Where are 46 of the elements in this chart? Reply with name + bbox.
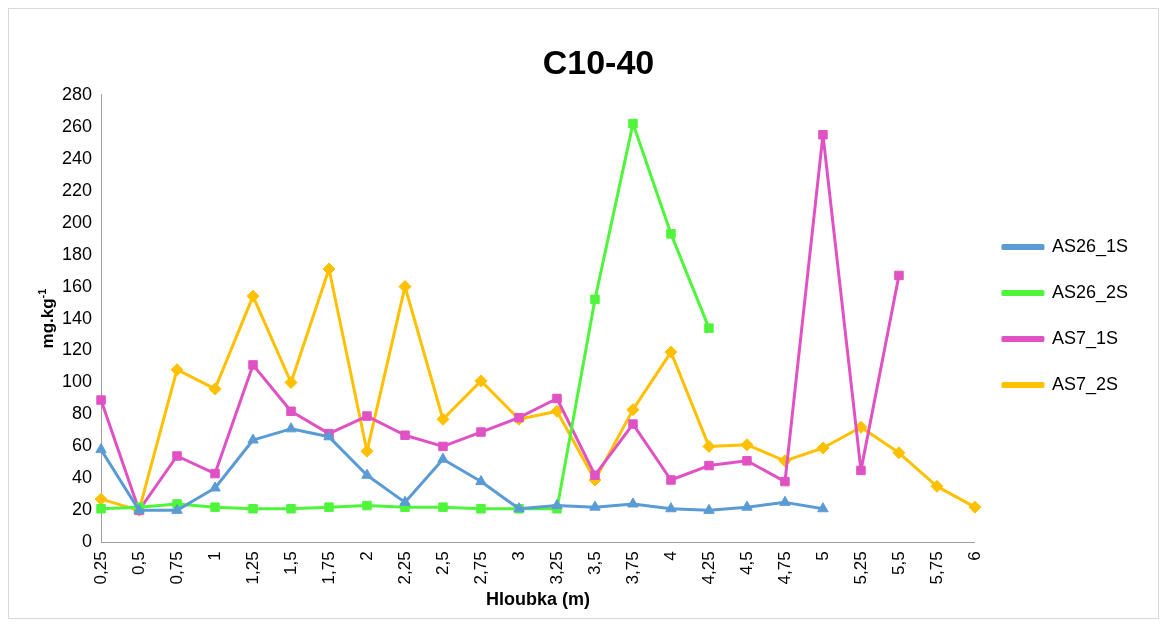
y-tick-label: 260 — [61, 115, 93, 136]
x-tick-label: 4,5 — [736, 551, 756, 575]
y-tick-label: 80 — [72, 403, 93, 424]
x-tick-label: 0,75 — [166, 551, 186, 585]
y-tick-label: 200 — [61, 211, 93, 232]
legend-label: AS7_2S — [1051, 373, 1118, 395]
x-tick-label: 0,5 — [128, 551, 148, 575]
x-tick-label: 2,25 — [394, 551, 414, 585]
x-tick-label: 3 — [508, 551, 528, 561]
x-tick-label: 3,5 — [584, 551, 604, 575]
x-tick-label: 3,75 — [622, 551, 642, 585]
x-tick-label: 2,75 — [470, 551, 490, 585]
legend-label: AS26_2S — [1051, 281, 1128, 303]
x-tick-label: 5,75 — [926, 551, 946, 585]
y-tick-label: 160 — [61, 275, 93, 296]
chart-title: C10-40 — [542, 42, 655, 81]
y-tick-label: 280 — [61, 83, 93, 104]
x-tick-label: 0,25 — [90, 551, 110, 585]
legend-label: AS7_1S — [1051, 327, 1118, 349]
x-tick-label: 5 — [812, 551, 832, 561]
x-tick-label: 2,5 — [432, 551, 452, 575]
x-tick-label: 2 — [356, 551, 376, 561]
y-tick-label: 100 — [61, 371, 93, 392]
y-tick-label: 240 — [61, 147, 93, 168]
x-tick-label: 3,25 — [546, 551, 566, 585]
y-tick-label: 60 — [72, 435, 93, 456]
y-tick-label: 40 — [72, 467, 93, 488]
legend-label: AS26_1S — [1051, 235, 1128, 257]
x-tick-label: 4,75 — [774, 551, 794, 585]
y-tick-label: 220 — [61, 179, 93, 200]
x-tick-label: 1 — [204, 551, 224, 561]
x-tick-label: 4 — [660, 551, 680, 561]
y-tick-label: 140 — [61, 307, 93, 328]
x-axis-title: Hloubka (m) — [485, 589, 590, 610]
x-tick-label: 5,5 — [888, 551, 908, 575]
y-tick-label: 0 — [82, 531, 93, 552]
x-tick-label: 6 — [964, 551, 984, 561]
x-tick-label: 1,5 — [280, 551, 300, 575]
x-tick-label: 1,75 — [318, 551, 338, 585]
y-axis-title: mg.kg-1 — [36, 288, 57, 349]
y-tick-label: 20 — [72, 499, 93, 520]
y-tick-label: 120 — [61, 339, 93, 360]
x-tick-label: 4,25 — [698, 551, 718, 585]
x-tick-label: 5,25 — [850, 551, 870, 585]
y-tick-label: 180 — [61, 243, 93, 264]
x-tick-label: 1,25 — [242, 551, 262, 585]
